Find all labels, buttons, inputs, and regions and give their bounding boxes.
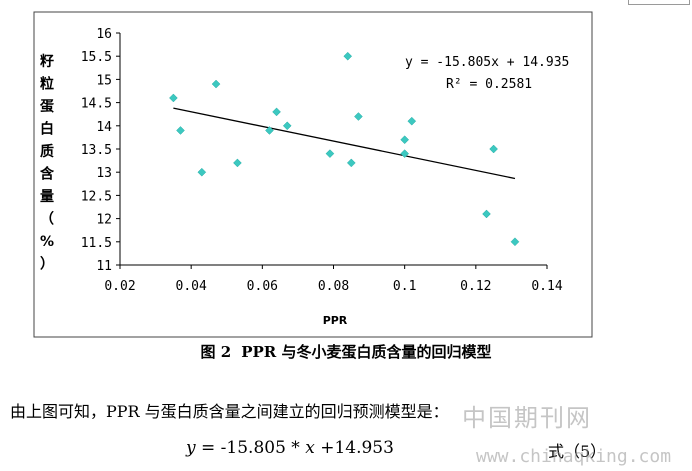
data-point xyxy=(233,158,242,168)
y-tick-label: 14.5 xyxy=(81,97,112,112)
y-axis-label: 籽粒蛋白质含量（%） xyxy=(40,53,55,273)
data-point xyxy=(169,93,178,103)
watermark-url: www.chinaqking.com xyxy=(476,446,672,467)
x-tick-label: 0.14 xyxy=(531,279,562,294)
formula-y: y xyxy=(186,438,196,458)
data-points xyxy=(169,51,520,247)
chart-outer-border xyxy=(33,11,593,338)
corner-frame xyxy=(628,0,690,5)
body-paragraph: 由上图可知，PPR 与蛋白质含量之间建立的回归预测模型是： xyxy=(10,402,449,421)
y-tick-label: 11.5 xyxy=(81,236,112,251)
x-tick-label: 0.1 xyxy=(393,279,416,294)
data-point xyxy=(400,135,410,145)
data-point xyxy=(211,79,221,89)
tick-labels: 0.02 0.04 0.06 0.08 0.1 0.12 0.14 11 11.5 12 12.5 1… xyxy=(81,27,563,294)
data-point xyxy=(400,149,410,158)
x-tick-label: 0.02 xyxy=(104,279,135,294)
formula-end: +14.953 xyxy=(314,438,394,458)
data-point xyxy=(272,107,281,117)
regression-formula: y = -15.805 * x +14.953 xyxy=(186,438,394,458)
data-point xyxy=(482,209,491,219)
data-point xyxy=(265,126,274,135)
data-point xyxy=(343,51,353,61)
y-tick-label: 15 xyxy=(96,73,112,88)
y-tick-label: 13 xyxy=(96,166,112,181)
x-tick-label: 0.08 xyxy=(318,279,349,294)
figure-number: 图 2 xyxy=(200,343,232,361)
y-tick-label: 12 xyxy=(96,213,112,228)
x-tick-label: 0.04 xyxy=(176,279,207,294)
data-point xyxy=(176,126,185,135)
x-axis-label: PPR xyxy=(323,314,348,327)
r-squared: R² = 0.2581 xyxy=(446,77,532,92)
data-point xyxy=(197,167,207,177)
x-tick-label: 0.12 xyxy=(460,279,491,294)
data-point xyxy=(346,158,356,168)
trendline-equation: y = -15.805x + 14.935 xyxy=(405,55,569,70)
equation-number: 式（5） xyxy=(548,442,607,461)
watermark-text: 中国期刊网 xyxy=(462,404,592,432)
y-tick-label: 16 xyxy=(96,27,112,42)
y-tick-label: 11 xyxy=(96,259,112,274)
figure-caption: 图 2 PPR 与冬小麦蛋白质含量的回归模型 xyxy=(0,341,692,362)
y-tick-label: 14 xyxy=(96,120,112,135)
formula-mid: = -15.805 * xyxy=(195,438,306,458)
data-point xyxy=(282,121,292,131)
data-point xyxy=(407,116,417,126)
formula-x: x xyxy=(305,438,315,458)
y-tick-label: 12.5 xyxy=(81,189,112,204)
data-point xyxy=(354,112,363,121)
figure-title: PPR 与冬小麦蛋白质含量的回归模型 xyxy=(241,343,492,361)
data-point xyxy=(510,237,520,247)
y-tick-label: 13.5 xyxy=(81,143,112,158)
data-point xyxy=(325,149,335,158)
scatter-chart: 0.02 0.04 0.06 0.08 0.1 0.12 0.14 11 11.5 12 12.5 1… xyxy=(33,11,593,338)
x-tick-label: 0.06 xyxy=(247,279,278,294)
trendline xyxy=(173,107,516,180)
y-tick-label: 15.5 xyxy=(81,50,112,65)
data-point xyxy=(489,144,498,154)
